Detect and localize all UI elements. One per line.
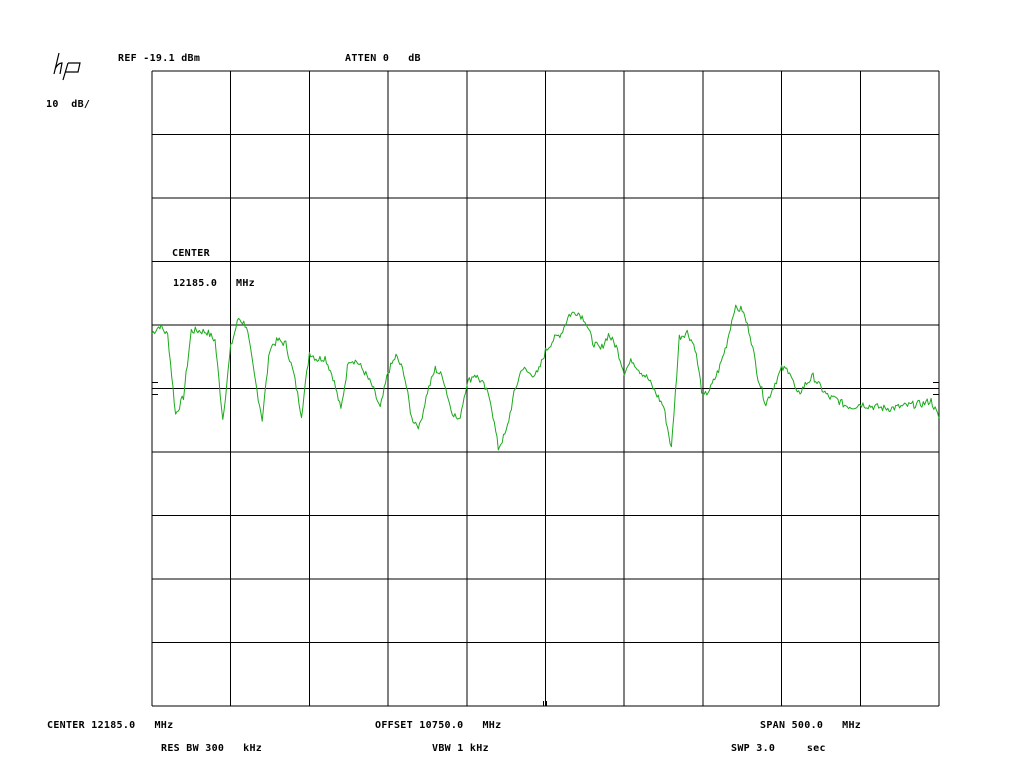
footer-sweep-time: SWP 3.0 sec [731,743,826,754]
footer-offset: OFFSET 10750.0 MHz [375,720,502,731]
hp-logo-icon [53,52,81,81]
attenuation-readout: ATTEN 0 dB [345,53,421,64]
footer-center-frequency: CENTER 12185.0 MHz [47,720,174,731]
center-annotation-unit: MHz [236,278,255,289]
footer-span: SPAN 500.0 MHz [760,720,862,731]
ref-level-readout: REF -19.1 dBm [118,53,201,64]
center-annotation-label: CENTER [172,248,210,259]
reference-marks [152,382,939,706]
spectrum-trace [151,304,940,451]
scale-readout: 10 dB/ [46,99,91,110]
footer-resolution-bandwidth: RES BW 300 kHz [161,743,263,754]
footer-video-bandwidth: VBW 1 kHz [432,743,489,754]
center-annotation-value: 12185.0 [173,278,218,289]
graticule [151,70,940,707]
